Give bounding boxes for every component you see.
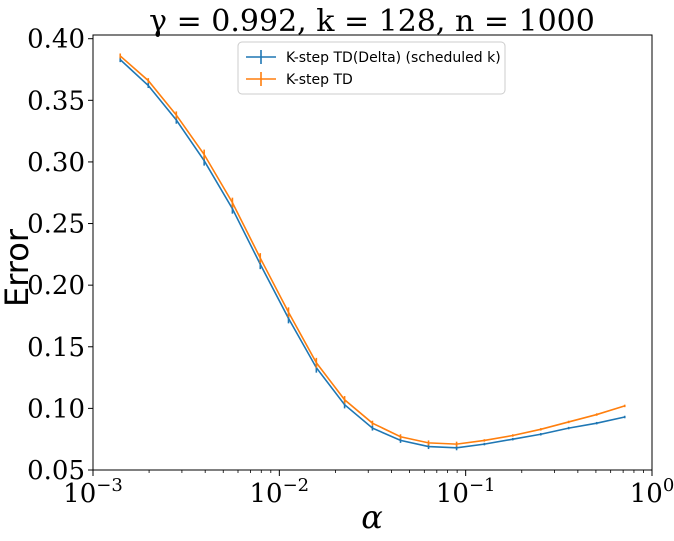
y-tick-label: 0.35: [27, 86, 85, 116]
x-tick-label: 100: [630, 475, 674, 509]
y-tick-label: 0.05: [27, 456, 85, 486]
legend-label-2: K-step TD: [286, 72, 353, 88]
y-tick-label: 0.30: [27, 148, 85, 178]
plot-frame: [92, 34, 653, 471]
series-line-2: [119, 55, 625, 445]
legend-label-1: K-step TD(Delta) (scheduled k): [286, 50, 501, 66]
legend-box: [237, 41, 506, 95]
chart-title: γ = 0.992, k = 128, n = 1000: [149, 4, 595, 39]
y-tick-label: 0.15: [27, 333, 85, 363]
y-axis-label: Error: [0, 228, 36, 307]
y-tick-label: 0.10: [27, 394, 85, 424]
x-tick-label: 10−2: [250, 475, 310, 509]
y-tick-label: 0.25: [27, 210, 85, 240]
x-axis-label: α: [361, 498, 383, 536]
series-line-1: [119, 59, 625, 449]
y-tick-label: 0.40: [27, 25, 85, 55]
x-tick-label: 10−1: [436, 475, 496, 509]
y-tick-label: 0.20: [27, 271, 85, 301]
x-tick-label: 10−3: [63, 475, 123, 509]
plot-area: 0.05 0.10 0.15 0.20 0.25 0.30 0.35 0.40 10−3 10−2…: [27, 25, 674, 509]
